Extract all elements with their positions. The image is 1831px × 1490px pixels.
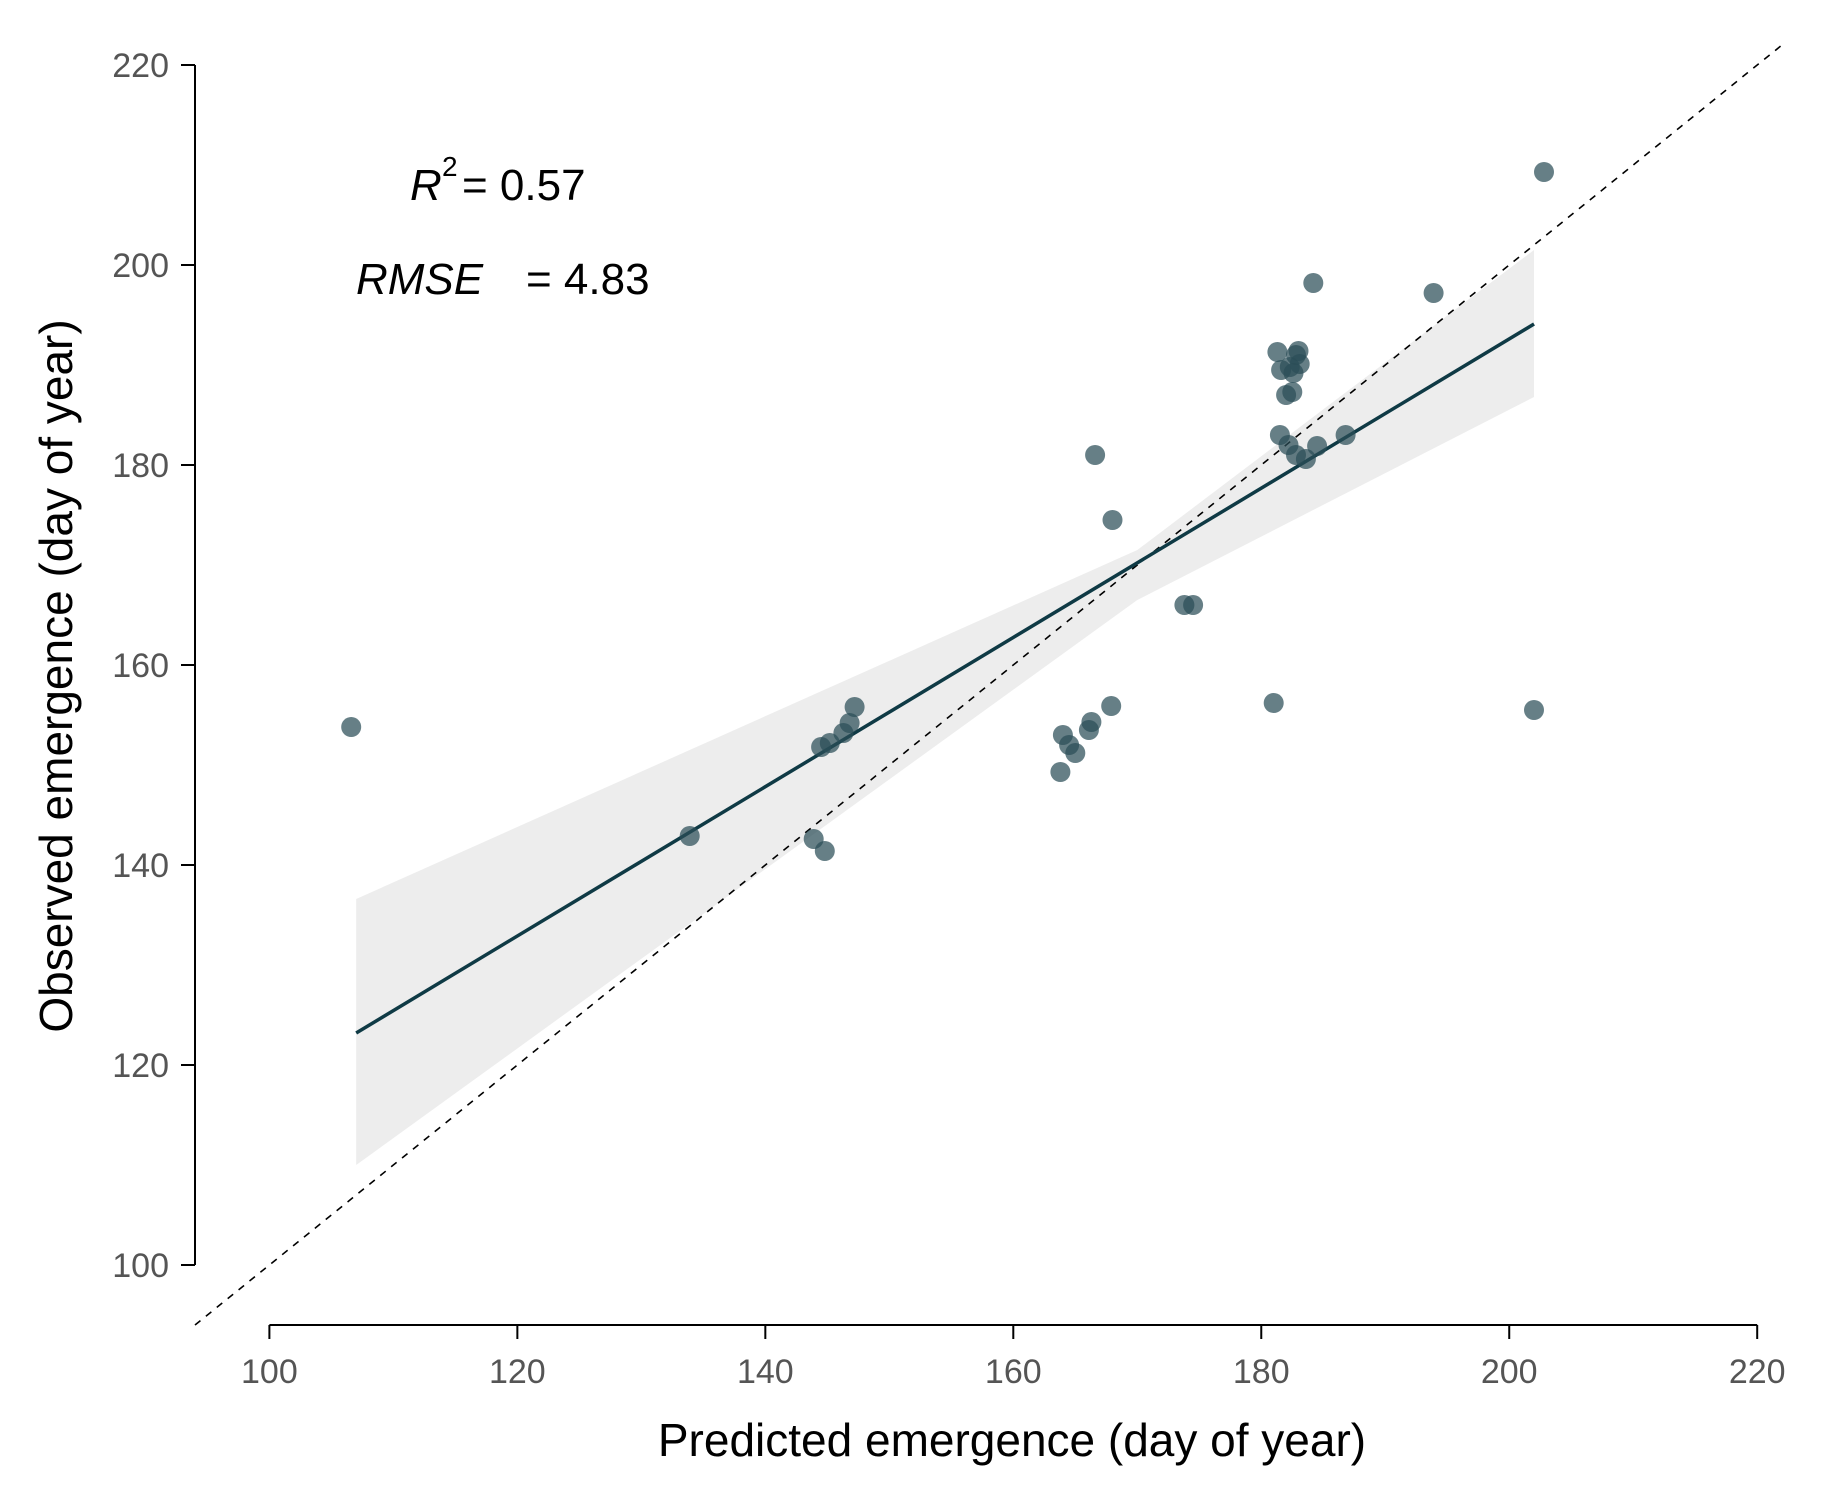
- data-point: [1267, 342, 1288, 362]
- data-point: [1050, 762, 1071, 782]
- data-point: [1282, 382, 1303, 402]
- y-axis-title: Observed emergence (day of year): [30, 319, 82, 1032]
- confidence-band: [356, 250, 1535, 1165]
- data-point: [1534, 162, 1554, 182]
- y-tick-label: 140: [112, 847, 169, 885]
- data-point: [1263, 693, 1284, 713]
- data-point: [839, 713, 860, 733]
- data-point: [1102, 510, 1123, 530]
- data-point: [1085, 445, 1106, 465]
- confidence-band-layer: [356, 250, 1535, 1165]
- data-point: [1335, 425, 1356, 445]
- data-point: [1303, 273, 1324, 293]
- data-point: [1065, 743, 1086, 763]
- data-point: [1307, 436, 1328, 456]
- data-point: [1283, 363, 1304, 383]
- rmse-symbol: RMSE: [356, 255, 484, 304]
- x-tick-label: 100: [241, 1353, 298, 1391]
- x-tick-label: 180: [1233, 1353, 1290, 1391]
- data-point: [1423, 283, 1444, 303]
- x-axis-title: Predicted emergence (day of year): [658, 1414, 1366, 1466]
- data-point: [1183, 595, 1204, 615]
- y-tick-label: 200: [112, 247, 169, 285]
- data-point: [1101, 696, 1122, 716]
- y-tick-label: 180: [112, 447, 169, 485]
- data-points-layer: [341, 162, 1554, 861]
- reference-line-layer: [194, 44, 1783, 1326]
- y-tick-label: 120: [112, 1047, 169, 1085]
- y-tick-label: 160: [112, 647, 169, 685]
- regression-line-layer: [355, 322, 1535, 1035]
- data-point: [844, 697, 865, 717]
- regression-line: [355, 322, 1535, 1035]
- x-tick-label: 220: [1729, 1353, 1786, 1391]
- axes-layer: 100 120 140 160 180 200 220 100 120 140 160 180 200 2…: [112, 47, 1785, 1391]
- y-tick-label: 100: [112, 1247, 169, 1285]
- x-tick-label: 200: [1481, 1353, 1538, 1391]
- data-point: [341, 717, 362, 737]
- y-tick-label: 220: [112, 47, 169, 85]
- r2-symbol: R: [410, 161, 442, 210]
- x-tick-label: 120: [489, 1353, 546, 1391]
- data-point: [1081, 712, 1102, 732]
- r2-value: = 0.57: [462, 161, 586, 210]
- data-point: [1295, 449, 1316, 469]
- data-point: [679, 826, 700, 846]
- rmse-value: = 4.83: [526, 255, 650, 304]
- x-tick-label: 140: [737, 1353, 794, 1391]
- x-tick-label: 160: [985, 1353, 1042, 1391]
- data-point: [1288, 341, 1309, 361]
- data-point: [814, 841, 835, 861]
- one-to-one-line: [194, 44, 1783, 1326]
- r2-exponent: 2: [442, 151, 458, 182]
- data-point: [1524, 700, 1544, 720]
